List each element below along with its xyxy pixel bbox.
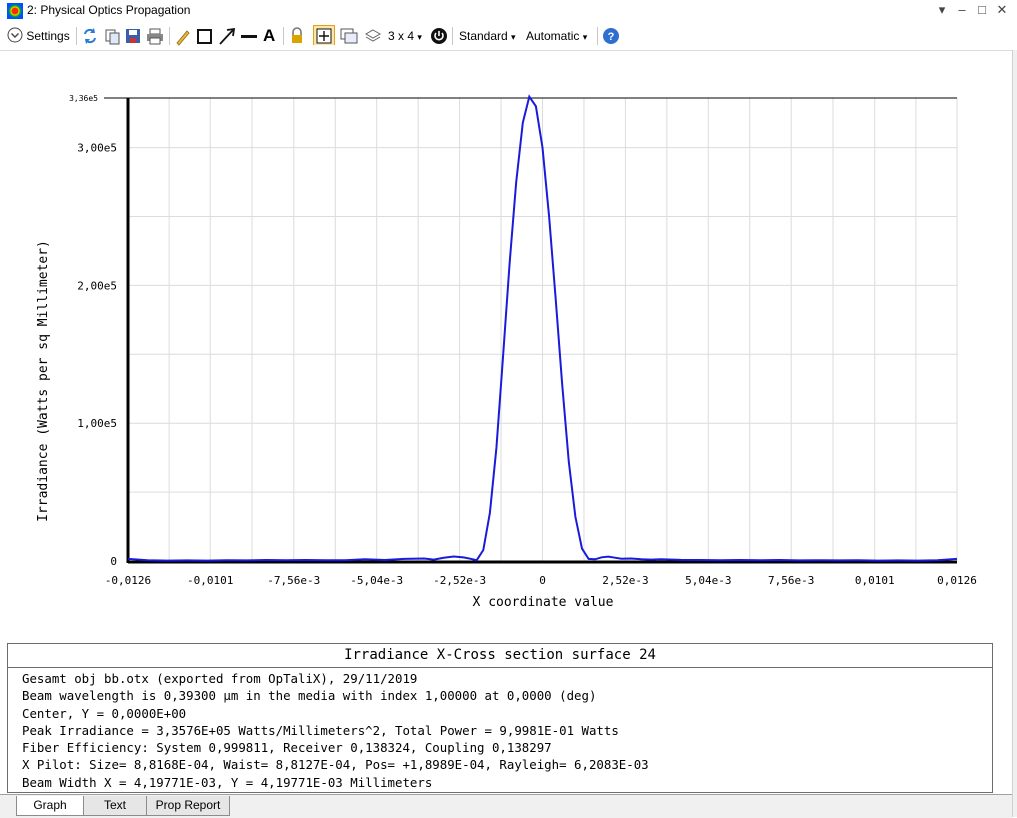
- y-tick-label: 3,00e5: [77, 142, 117, 155]
- layout-label: 3 x 4: [388, 29, 415, 43]
- toolbar: Settings A 3 x 4 ▾: [0, 22, 1017, 51]
- x-tick-label: -0,0101: [187, 574, 233, 587]
- panel-title: Irradiance X-Cross section surface 24: [8, 644, 992, 668]
- line-icon[interactable]: [240, 26, 258, 46]
- svg-text:?: ?: [608, 31, 615, 43]
- panel-line: Fiber Efficiency: System 0,999811, Recei…: [22, 740, 552, 756]
- automatic-dropdown[interactable]: Automatic ▾: [526, 26, 587, 46]
- irradiance-chart: -0,0126 -0,0101 -7,56e-3 -5,04e-3 -2,52e-3 0 2…: [36, 94, 977, 610]
- x-tick-label: 7,56e-3: [768, 574, 814, 587]
- window-title: 2: Physical Optics Propagation: [27, 3, 191, 17]
- minimize-icon[interactable]: –: [958, 2, 966, 17]
- tab-graph[interactable]: Graph: [16, 796, 84, 816]
- x-tick-label: -5,04e-3: [350, 574, 403, 587]
- tab-bar: Graph Text Prop Report: [0, 794, 1012, 818]
- chart-area: -0,0126 -0,0101 -7,56e-3 -5,04e-3 -2,52e-3 0 2…: [0, 51, 1012, 641]
- fit-window-icon[interactable]: [313, 25, 335, 45]
- y-tick-label: 2,00e5: [77, 279, 117, 292]
- x-tick-label: -2,52e-3: [433, 574, 486, 587]
- layout-dropdown[interactable]: 3 x 4 ▾: [388, 26, 422, 46]
- y-tick-label: 1,00e5: [77, 417, 117, 430]
- automatic-label: Automatic: [526, 29, 580, 43]
- x-tick-label: 0: [539, 574, 546, 587]
- app-icon: [7, 3, 23, 19]
- refresh-icon[interactable]: [82, 26, 98, 46]
- panel-line: X Pilot: Size= 8,8168E-04, Waist= 8,8127…: [22, 757, 649, 773]
- x-axis-label: X coordinate value: [473, 595, 614, 610]
- layers-icon[interactable]: [364, 26, 382, 46]
- arrow-icon[interactable]: [218, 26, 236, 46]
- pencil-icon[interactable]: [174, 26, 190, 46]
- y-tick-label: 3,36e5: [69, 94, 98, 103]
- x-tick-label: -0,0126: [105, 574, 151, 587]
- toolbar-divider: [283, 27, 284, 45]
- standard-label: Standard: [459, 29, 508, 43]
- help-icon[interactable]: ?: [602, 26, 620, 46]
- toolbar-divider: [597, 27, 598, 45]
- rectangle-icon[interactable]: [196, 26, 214, 46]
- chevron-down-icon: [7, 27, 23, 43]
- irradiance-series-line: [127, 94, 958, 562]
- x-tick-label: 2,52e-3: [602, 574, 648, 587]
- x-tick-label: -7,56e-3: [267, 574, 320, 587]
- maximize-icon[interactable]: □: [978, 2, 986, 17]
- settings-label: Settings: [26, 29, 70, 43]
- dropdown-arrow-icon: ▾: [417, 32, 422, 42]
- dropdown-arrow-icon: ▾: [511, 32, 516, 42]
- dropdown-arrow-icon[interactable]: ▾: [938, 2, 946, 17]
- chart-grid: [127, 98, 958, 561]
- panel-line: Center, Y = 0,0000E+00: [22, 705, 187, 721]
- panel-line: Peak Irradiance = 3,3576E+05 Watts/Milli…: [22, 722, 619, 738]
- panel-line: Beam wavelength is 0,39300 µm in the med…: [22, 688, 597, 704]
- standard-dropdown[interactable]: Standard ▾: [459, 26, 516, 46]
- x-tick-label: 0,0101: [855, 574, 895, 587]
- text-tool-icon[interactable]: A: [263, 26, 276, 45]
- save-icon[interactable]: [125, 26, 141, 46]
- lock-icon[interactable]: [289, 26, 305, 46]
- power-icon[interactable]: [430, 26, 448, 46]
- dropdown-arrow-icon: ▾: [582, 32, 588, 42]
- settings-button[interactable]: Settings: [7, 26, 70, 46]
- print-icon[interactable]: [146, 26, 164, 46]
- text-panel: Irradiance X-Cross section surface 24 Ge…: [7, 643, 993, 793]
- x-tick-label: 0,0126: [937, 574, 977, 587]
- y-axis-label: Irradiance (Watts per sq Millimeter): [36, 240, 51, 522]
- panel-lines: Gesamt obj bb.otx (exported from OpTaliX…: [8, 668, 992, 791]
- window-edge: [1012, 50, 1017, 817]
- panel-line: Gesamt obj bb.otx (exported from OpTaliX…: [22, 671, 418, 686]
- windows-icon[interactable]: [340, 26, 358, 46]
- close-icon[interactable]: ✕: [996, 2, 1008, 17]
- tab-text[interactable]: Text: [83, 796, 147, 816]
- y-tick-label: 0: [110, 555, 117, 568]
- toolbar-divider: [169, 27, 170, 45]
- panel-line: Beam Width X = 4,19771E-03, Y = 4,19771E…: [22, 774, 433, 790]
- chart-axes: [104, 97, 957, 564]
- toolbar-divider: [452, 27, 453, 45]
- copy-icon[interactable]: [104, 26, 120, 46]
- tick-labels: -0,0126 -0,0101 -7,56e-3 -5,04e-3 -2,52e-3 0 2…: [69, 94, 977, 587]
- title-bar: 2: Physical Optics Propagation ▾ – □ ✕: [0, 0, 1017, 23]
- toolbar-divider: [76, 27, 77, 45]
- x-tick-label: 5,04e-3: [685, 574, 731, 587]
- tab-prop-report[interactable]: Prop Report: [146, 796, 230, 816]
